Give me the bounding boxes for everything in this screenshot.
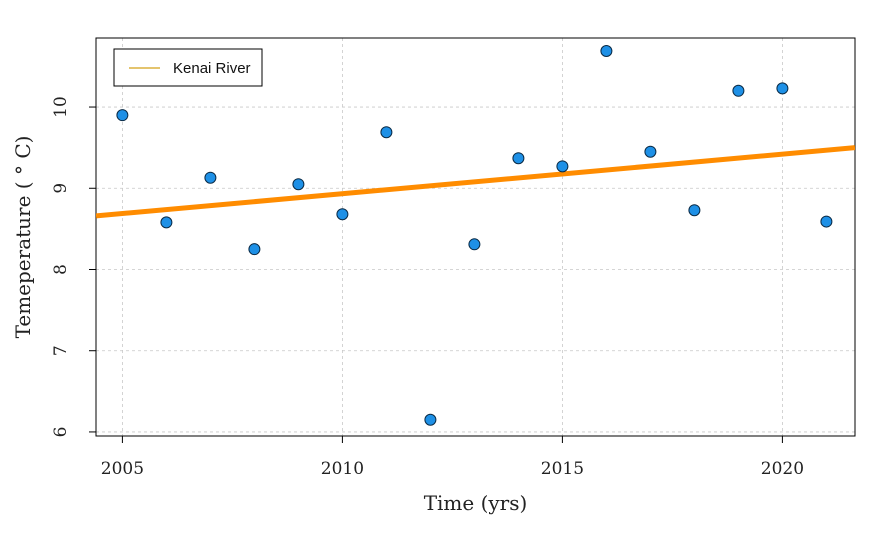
legend: Kenai River — [113, 48, 263, 87]
x-tick-label: 2015 — [541, 459, 584, 479]
x-axis: 2005 2010 2015 2020 — [101, 436, 804, 479]
data-point — [204, 171, 217, 184]
data-point — [688, 204, 701, 217]
y-axis: 6 7 8 9 10 — [51, 96, 96, 437]
data-point — [820, 215, 833, 228]
y-tick-label: 7 — [51, 345, 71, 356]
data-point — [292, 178, 305, 191]
y-tick-label: 10 — [51, 96, 71, 118]
data-point — [336, 208, 349, 221]
x-tick-label: 2010 — [321, 459, 364, 479]
y-tick-label: 8 — [51, 264, 71, 275]
points-layer — [116, 44, 833, 426]
data-point — [600, 44, 613, 57]
plot-frame — [95, 37, 856, 437]
x-tick-label: 2005 — [101, 459, 144, 479]
data-point — [248, 243, 261, 256]
y-tick-label: 6 — [51, 427, 71, 438]
data-point — [468, 238, 481, 251]
data-point — [556, 160, 569, 173]
legend-label-kenai-river: Kenai River — [173, 60, 251, 77]
data-point — [160, 216, 173, 229]
data-point — [512, 152, 525, 165]
data-point — [776, 82, 789, 95]
data-point — [732, 84, 745, 97]
data-point — [424, 413, 437, 426]
grid — [96, 38, 855, 436]
data-point — [116, 109, 129, 122]
y-tick-label: 9 — [51, 183, 71, 194]
y-axis-label: Temeperature ( ° C) — [11, 136, 35, 339]
data-point — [644, 145, 657, 158]
x-tick-label: 2020 — [761, 459, 804, 479]
data-point — [380, 126, 393, 139]
x-axis-label: Time (yrs) — [424, 491, 528, 515]
trend-line-kenai-river — [96, 145, 855, 219]
trend-layer — [96, 145, 855, 219]
